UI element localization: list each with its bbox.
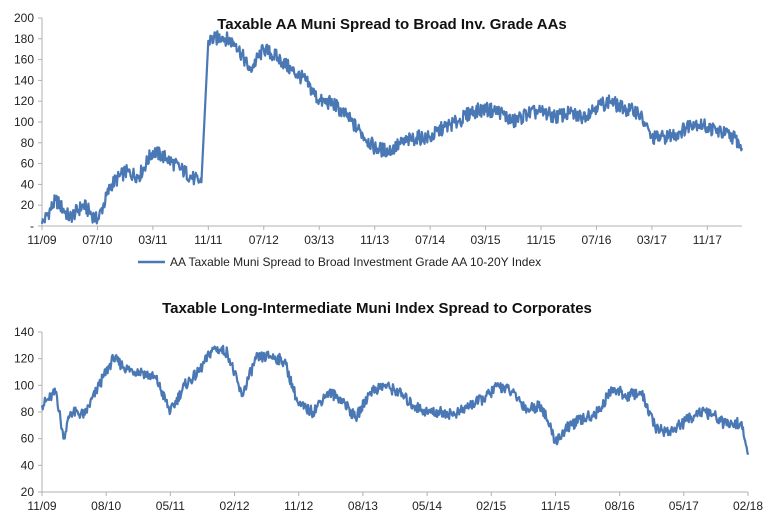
chart1-y-tick-label: 140	[14, 73, 34, 87]
chart-long-intermediate-spread: Taxable Long-Intermediate Muni Index Spr…	[14, 300, 763, 513]
chart2-x-tick-label: 11/12	[284, 499, 313, 513]
chart1-x-tick-label: 03/11	[138, 233, 167, 247]
chart1-x-tick-label: 11/17	[693, 233, 722, 247]
chart2-x-tick-label: 08/16	[605, 499, 635, 513]
chart-aa-muni-spread: Taxable AA Muni Spread to Broad Inv. Gra…	[14, 11, 744, 269]
chart2-y-tick-label: 40	[21, 458, 35, 472]
chart1-x-tick-label: 07/16	[581, 233, 611, 247]
chart1-y-tick-label: 60	[21, 157, 35, 171]
chart1-x-tick-label: 07/10	[82, 233, 112, 247]
chart2-axes: 20 40 60 80 100 120 140 11/09 08/10 05/11 02/12 11/…	[14, 325, 763, 513]
chart2-y-tick-label: 100	[14, 378, 34, 392]
chart1-series-line	[40, 30, 744, 225]
chart2-x-tick-label: 11/15	[541, 499, 570, 513]
chart1-x-tick-label: 03/17	[637, 233, 667, 247]
chart2-x-tick-label: 02/15	[476, 499, 506, 513]
chart1-y-tick-label: 120	[14, 94, 34, 108]
chart2-x-tick-label: 05/11	[156, 499, 185, 513]
chart2-x-tick-label: 11/09	[27, 499, 56, 513]
chart2-y-tick-label: 60	[21, 432, 35, 446]
chart2-x-tick-label: 05/17	[669, 499, 699, 513]
chart2-title: Taxable Long-Intermediate Muni Index Spr…	[162, 300, 592, 317]
chart1-y-tick-label: 80	[21, 136, 35, 150]
chart2-y-tick-label: 120	[14, 352, 34, 366]
chart2-x-tick-label: 02/18	[733, 499, 763, 513]
chart1-x-tick-label: 03/13	[304, 233, 334, 247]
chart2-x-tick-label: 05/14	[412, 499, 442, 513]
chart1-y-tick-label: 100	[14, 115, 34, 129]
chart2-x-tick-label: 08/10	[91, 499, 121, 513]
chart1-x-tick-label: 11/15	[526, 233, 555, 247]
chart1-axes: - 20 40 60 80 100 120 140 160 180 200 11/09 07/10 03/…	[14, 11, 742, 247]
chart1-y-tick-label: -	[30, 219, 34, 233]
chart1-title: Taxable AA Muni Spread to Broad Inv. Gra…	[217, 16, 567, 33]
chart2-y-tick-label: 20	[21, 485, 35, 499]
chart1-x-tick-label: 03/15	[471, 233, 501, 247]
chart1-y-tick-label: 180	[14, 32, 34, 46]
chart2-x-tick-label: 08/13	[348, 499, 378, 513]
chart1-x-tick-label: 07/12	[249, 233, 279, 247]
chart1-x-tick-label: 11/09	[27, 233, 56, 247]
chart1-y-tick-label: 20	[21, 198, 35, 212]
chart2-x-tick-label: 02/12	[220, 499, 250, 513]
chart1-x-tick-label: 11/11	[194, 233, 223, 247]
chart1-x-tick-label: 07/14	[415, 233, 445, 247]
chart2-y-tick-label: 80	[21, 405, 35, 419]
chart1-legend-label: AA Taxable Muni Spread to Broad Investme…	[170, 255, 541, 269]
chart2-y-tick-label: 140	[14, 325, 34, 339]
chart1-y-tick-label: 160	[14, 53, 34, 67]
chart1-legend: AA Taxable Muni Spread to Broad Investme…	[138, 255, 541, 269]
chart1-x-tick-label: 11/13	[360, 233, 389, 247]
chart2-series-line	[40, 344, 750, 455]
chart1-y-tick-label: 40	[21, 177, 35, 191]
chart1-y-tick-label: 200	[14, 11, 34, 25]
